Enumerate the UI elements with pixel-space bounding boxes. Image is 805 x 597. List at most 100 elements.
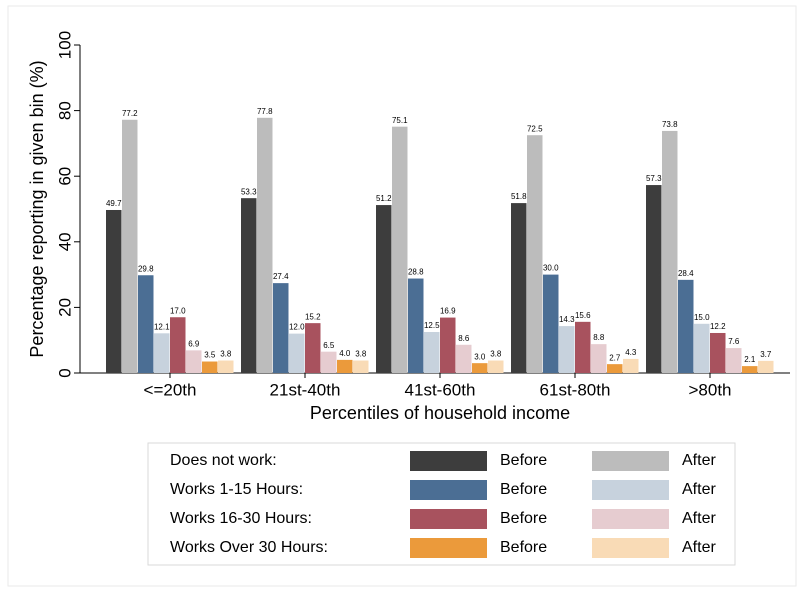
bar [170, 317, 186, 373]
value-label: 4.0 [339, 349, 351, 358]
y-tick-label: 20 [55, 298, 74, 317]
value-label: 28.8 [408, 268, 424, 277]
x-axis-title: Percentiles of household income [310, 403, 570, 423]
value-label: 30.0 [543, 264, 559, 273]
value-label: 12.0 [289, 323, 305, 332]
legend-label: After [682, 539, 716, 556]
legend-label: After [682, 510, 716, 527]
value-label: 14.3 [559, 315, 575, 324]
bar [662, 130, 678, 373]
value-label: 77.8 [257, 107, 273, 116]
value-label: 77.2 [122, 109, 138, 118]
legend-swatch [410, 451, 487, 471]
x-tick-label: 41st-60th [405, 380, 476, 399]
value-label: 12.1 [154, 322, 170, 331]
bar [591, 344, 607, 373]
legend-group-label: Works 1-15 Hours: [170, 481, 303, 498]
value-label: 2.7 [609, 353, 621, 362]
bar [424, 332, 440, 373]
value-label: 73.8 [662, 120, 678, 129]
legend-swatch [592, 451, 669, 471]
legend-swatch [592, 509, 669, 529]
bar [607, 364, 623, 373]
bar [710, 332, 726, 373]
bar [456, 344, 472, 373]
x-tick-label: >80th [688, 380, 731, 399]
value-label: 27.4 [273, 272, 289, 281]
y-axis-title: Percentage reporting in given bin (%) [27, 60, 47, 357]
bar [154, 333, 170, 373]
value-label: 16.9 [440, 307, 456, 316]
legend-label: Before [500, 452, 547, 469]
value-label: 12.5 [424, 321, 440, 330]
value-label: 3.8 [355, 350, 367, 359]
bar [273, 283, 289, 373]
value-label: 51.8 [511, 192, 527, 201]
y-tick-label: 40 [55, 232, 74, 251]
value-label: 29.8 [138, 264, 154, 273]
bar [257, 117, 273, 373]
legend-group-label: Works Over 30 Hours: [170, 539, 328, 556]
x-tick-label: 61st-80th [540, 380, 611, 399]
bar [472, 363, 488, 373]
legend-label: Before [500, 481, 547, 498]
bar [392, 126, 408, 373]
legend-group-label: Works 16-30 Hours: [170, 510, 312, 527]
value-label: 8.6 [458, 334, 470, 343]
bar [488, 360, 504, 373]
bar [186, 350, 202, 373]
legend-swatch [410, 509, 487, 529]
bar [440, 317, 456, 373]
bar [575, 321, 591, 373]
bar [678, 279, 694, 373]
value-label: 8.8 [593, 333, 605, 342]
y-tick-label: 80 [55, 101, 74, 120]
bar [106, 209, 122, 373]
legend-swatch [592, 538, 669, 558]
x-tick-label: <=20th [144, 380, 197, 399]
legend-label: Before [500, 510, 547, 527]
value-label: 53.3 [241, 187, 257, 196]
bar [742, 366, 758, 373]
value-label: 3.8 [220, 350, 232, 359]
value-label: 7.6 [728, 337, 740, 346]
bar [646, 185, 662, 373]
legend-label: After [682, 481, 716, 498]
value-label: 72.5 [527, 124, 543, 133]
legend-group-label: Does not work: [170, 452, 277, 469]
bar [241, 198, 257, 373]
bar [337, 359, 353, 373]
bar [694, 323, 710, 373]
bar [353, 360, 369, 373]
value-label: 57.3 [646, 174, 662, 183]
value-label: 15.0 [694, 313, 710, 322]
value-label: 6.5 [323, 341, 335, 350]
legend-swatch [592, 480, 669, 500]
bar [758, 360, 774, 373]
bar [138, 275, 154, 373]
y-tick-label: 60 [55, 167, 74, 186]
value-label: 15.6 [575, 311, 591, 320]
y-tick-label: 0 [55, 368, 74, 377]
bar [527, 135, 543, 373]
bar [218, 360, 234, 373]
bar [623, 358, 639, 373]
legend-label: After [682, 452, 716, 469]
legend-label: Before [500, 539, 547, 556]
legend-swatch [410, 480, 487, 500]
bar [543, 274, 559, 373]
bar [511, 203, 527, 373]
value-label: 49.7 [106, 199, 122, 208]
bar [202, 361, 218, 373]
value-label: 51.2 [376, 194, 392, 203]
bar [122, 119, 138, 373]
value-label: 3.5 [204, 351, 216, 360]
value-label: 12.2 [710, 322, 726, 331]
bar [376, 205, 392, 373]
value-label: 3.8 [490, 350, 502, 359]
value-label: 15.2 [305, 312, 321, 321]
value-label: 75.1 [392, 116, 408, 125]
value-label: 2.1 [744, 355, 756, 364]
value-label: 3.7 [760, 350, 772, 359]
